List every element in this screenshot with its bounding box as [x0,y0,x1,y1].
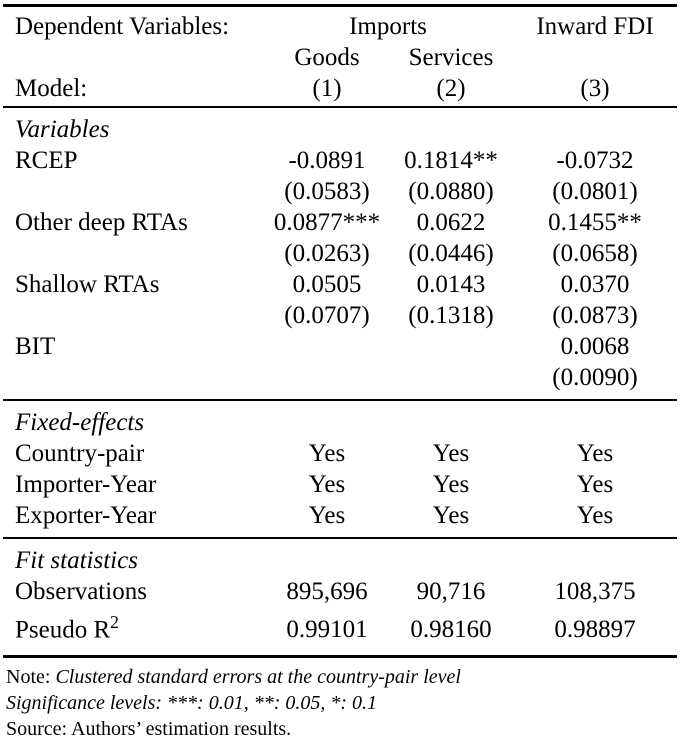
coef-cell: 0.0143 [416,271,486,298]
stat-cell: 108,375 [554,578,636,605]
coef-cell: -0.0732 [556,147,634,174]
stat-cell: 895,696 [286,578,368,605]
row-label-observations: Observations [15,578,147,605]
fe-cell: Yes [308,471,346,498]
row-label-importer-year: Importer-Year [15,471,157,498]
stat-cell: 90,716 [416,578,486,605]
model-label: Model: [15,75,88,102]
fe-cell: Yes [308,502,346,529]
row-label-other-deep-rtas: Other deep RTAs [15,209,188,236]
coef-cell: 0.1814** [404,147,498,174]
coef-cell: 0.0068 [560,333,630,360]
stderr-cell: (0.0707) [284,302,370,329]
coef-cell: -0.0891 [288,147,366,174]
stderr-cell: (0.0658) [552,240,638,267]
table-row: Country-pair Yes Yes Yes [2,438,678,469]
coef-cell: 0.0877*** [273,209,381,236]
section-fixed-effects: Fixed-effects Country-pair Yes Yes Yes I… [2,401,678,537]
fe-cell: Yes [576,471,614,498]
row-label-shallow-rtas: Shallow RTAs [15,271,160,298]
group-header-inward-fdi: Inward FDI [536,13,654,40]
table-row: (0.0090) [2,362,678,393]
header-row-groups: Dependent Variables: Imports Inward FDI [2,11,678,42]
section-variables: Variables RCEP -0.0891 0.1814** -0.0732 … [2,108,678,399]
fe-cell: Yes [576,440,614,467]
table-row: BIT 0.0068 [2,331,678,362]
stderr-cell: (0.0880) [408,178,494,205]
stat-cell: 0.99101 [286,616,368,644]
header-row-models: Model: (1) (2) (3) [2,73,678,104]
section-rule [3,537,677,539]
section-title-row: Fit statistics [2,545,678,576]
stderr-cell: (0.1318) [408,302,494,329]
note-prefix: Note: [6,666,51,689]
coef-cell: 0.0370 [560,271,630,298]
stderr-cell: (0.0090) [552,364,638,391]
table-row: Other deep RTAs 0.0877*** 0.0622 0.1455*… [2,207,678,238]
coef-cell: 0.0505 [292,271,362,298]
section-fit-statistics: Fit statistics Observations 895,696 90,7… [2,539,678,655]
section-title-row: Variables [2,114,678,145]
row-label-exporter-year: Exporter-Year [15,502,157,529]
fe-cell: Yes [308,440,346,467]
table-notes: Note: Clustered standard errors at the c… [2,658,678,737]
note-body: Authors’ estimation results. [71,718,292,737]
note-clustered-se: Note: Clustered standard errors at the c… [6,664,678,690]
section-title-fixed-effects: Fixed-effects [15,409,145,436]
pseudo-r-exponent: 2 [110,612,119,632]
stderr-cell: (0.0446) [408,240,494,267]
table-row: Shallow RTAs 0.0505 0.0143 0.0370 [2,269,678,300]
stderr-cell: (0.0583) [284,178,370,205]
table-row: RCEP -0.0891 0.1814** -0.0732 [2,145,678,176]
note-prefix: Source: [6,718,68,737]
note-source: Source: Authors’ estimation results. [6,716,678,737]
model-number-1: (1) [312,75,342,102]
table-row: (0.0263) (0.0446) (0.0658) [2,238,678,269]
dependent-variables-label: Dependent Variables: [15,13,230,40]
stderr-cell: (0.0263) [284,240,370,267]
table-row: Importer-Year Yes Yes Yes [2,469,678,500]
row-label-pseudo-r2: Pseudo R2 [2,607,264,645]
note-body: Significance levels: ***: 0.01, **: 0.05… [6,692,378,715]
note-body: Clustered standard errors at the country… [55,666,461,689]
row-label-rcep: RCEP [15,147,78,174]
fe-cell: Yes [432,471,470,498]
header-row-subgroups: Goods Services [2,42,678,73]
bottom-rule [3,655,677,659]
section-title-fit-statistics: Fit statistics [15,547,138,574]
pseudo-r-text: Pseudo R [15,616,111,644]
model-number-2: (2) [436,75,466,102]
stderr-cell: (0.0873) [552,302,638,329]
stderr-cell: (0.0801) [552,178,638,205]
row-label-bit: BIT [15,333,56,360]
coef-cell: 0.0622 [416,209,486,236]
stat-cell: 0.98897 [554,616,636,644]
model-number-3: (3) [580,75,610,102]
section-title-row: Fixed-effects [2,407,678,438]
fe-cell: Yes [576,502,614,529]
table-header: Dependent Variables: Imports Inward FDI … [2,7,678,106]
column-header-services: Services [408,44,494,71]
note-significance-levels: Significance levels: ***: 0.01, **: 0.05… [6,690,678,716]
table-row: Pseudo R2 0.99101 0.98160 0.98897 [2,607,678,645]
table-row: Exporter-Year Yes Yes Yes [2,500,678,531]
row-label-country-pair: Country-pair [15,440,145,467]
fe-cell: Yes [432,502,470,529]
section-title-variables: Variables [15,116,110,143]
header-rule [3,106,677,108]
group-header-imports: Imports [349,13,427,40]
section-rule [3,399,677,401]
coef-cell: 0.1455** [548,209,642,236]
table-row: (0.0583) (0.0880) (0.0801) [2,176,678,207]
table-row: (0.0707) (0.1318) (0.0873) [2,300,678,331]
top-rule [3,4,677,7]
table-row: Observations 895,696 90,716 108,375 [2,576,678,607]
stat-cell: 0.98160 [410,616,492,644]
column-header-goods: Goods [294,44,360,71]
fe-cell: Yes [432,440,470,467]
